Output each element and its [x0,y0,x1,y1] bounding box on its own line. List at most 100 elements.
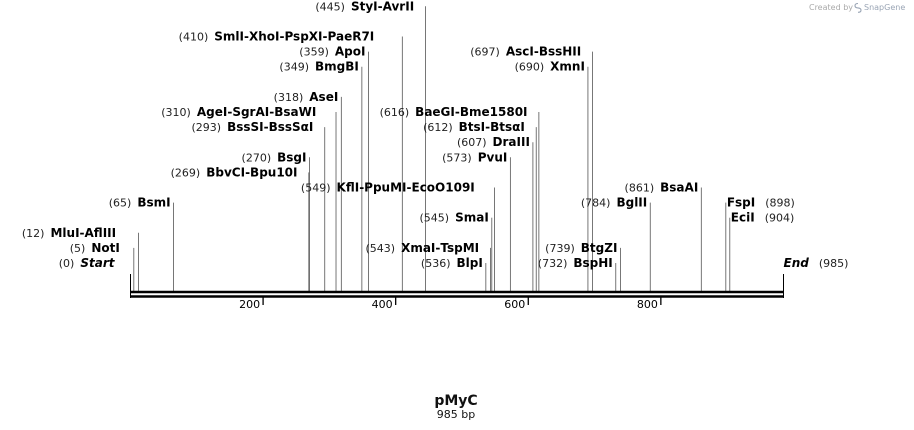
enzyme-bsphi[interactable]: BspHI [573,256,612,270]
name-separator: - [244,30,249,44]
site-label-pvui: (573) PvuI [442,150,507,164]
enzyme-afliii[interactable]: AflIII [85,226,117,240]
site-label-bbvci: (269) BbvCI - Bpu10I [171,165,298,179]
site-position: (65) [109,197,132,210]
site-position: (536) [421,257,451,270]
tick-label: 400 [372,298,393,311]
site-label-noti: (5) NotI [70,241,120,255]
enzyme-btsαi[interactable]: BtsαI [490,120,525,134]
site-position: (293) [191,121,221,134]
name-separator: - [323,30,328,44]
enzyme-bsssαi[interactable]: BssSαI [269,120,314,134]
enzyme-bsshii[interactable]: BssHII [539,45,581,59]
enzyme-bsawi[interactable]: BsaWI [274,105,316,119]
site-position: (690) [515,61,545,74]
enzyme-asei[interactable]: AseI [309,90,338,104]
enzyme-end[interactable]: End [784,256,810,270]
enzyme-pvui[interactable]: PvuI [478,150,508,164]
enzyme-bsssi[interactable]: BssSI [227,120,264,134]
site-label-bglii: (784) BglII [581,196,647,210]
site-label-fspi: FspI (898) [727,196,795,210]
tick-label: 600 [504,298,525,311]
site-label-bsmi: (65) BsmI [109,196,171,210]
enzyme-agei[interactable]: AgeI [197,105,227,119]
enzyme-ppumi[interactable]: PpuMI [364,181,406,195]
enzyme-bsgi[interactable]: BsgI [277,150,306,164]
site-label-xmni: (690) XmnI [515,60,585,74]
tick-label: 800 [637,298,658,311]
name-separator: - [378,0,383,13]
enzyme-avrii[interactable]: AvrII [383,0,415,13]
enzyme-bsaai[interactable]: BsaAI [660,181,698,195]
credit-prefix: Created by [809,3,853,12]
site-label-asci: (697) AscI - BssHII [470,45,581,59]
site-position: (0) [59,257,75,270]
site-position: (739) [545,242,575,255]
enzyme-btgzi[interactable]: BtgZI [581,241,618,255]
name-separator: - [227,105,232,119]
site-position: (898) [765,197,795,210]
site-position: (607) [457,136,487,149]
site-label-draiii: (607) DraIII [457,135,530,149]
site-label-kfli: (549) KflI - PpuMI - EcoO109I [301,181,475,195]
site-label-btsi: (612) BtsI - BtsαI [423,120,525,134]
enzyme-pspxi[interactable]: PspXI [284,30,322,44]
site-label-agei: (310) AgeI - SgrAI - BsaWI [161,105,316,119]
enzyme-ecoo109i[interactable]: EcoO109I [412,181,475,195]
enzyme-tspmi[interactable]: TspMI [440,241,479,255]
enzyme-noti[interactable]: NotI [91,241,120,255]
enzyme-baegi[interactable]: BaeGI [415,105,455,119]
enzyme-ecii[interactable]: EciI [731,211,755,225]
enzyme-bglii[interactable]: BglII [616,196,647,210]
site-label-asei: (318) AseI [274,90,339,104]
name-separator: - [407,181,412,195]
snapgene-credit: Created by SnapGene [809,2,905,13]
enzyme-bsmi[interactable]: BsmI [137,196,170,210]
site-label-bsaai: (861) BsaAI [625,181,699,195]
enzyme-bbvci[interactable]: BbvCI [206,165,245,179]
site-label-bsgi: (270) BsgI [242,150,307,164]
site-label-styi: (445) StyI - AvrII [315,0,414,13]
site-label-bmgbi: (349) BmgBI [279,60,358,74]
site-label-apoi: (359) ApoI [299,45,365,59]
enzyme-fspi[interactable]: FspI [727,196,755,210]
name-separator: - [279,30,284,44]
enzyme-blpi[interactable]: BlpI [457,256,483,270]
name-separator: - [269,105,274,119]
site-position: (985) [819,257,849,270]
site-label-smli: (410) SmlI - XhoI - PspXI - PaeR7I [179,30,375,44]
name-separator: - [455,105,460,119]
site-position: (549) [301,182,331,195]
enzyme-smai[interactable]: SmaI [455,211,489,225]
site-label-start: (0) Start [59,256,116,270]
site-position: (784) [581,197,611,210]
enzyme-styi[interactable]: StyI [351,0,378,13]
enzyme-bmgbi[interactable]: BmgBI [315,60,359,74]
enzyme-bpu10i[interactable]: Bpu10I [250,165,297,179]
enzyme-btsi[interactable]: BtsI [459,120,486,134]
name-separator: - [435,241,440,255]
site-position: (612) [423,121,453,134]
enzyme-smli[interactable]: SmlI [214,30,244,44]
site-label-smai: (545) SmaI [419,211,488,225]
snapgene-logo-icon [854,2,862,13]
enzyme-sgrai[interactable]: SgrAI [232,105,269,119]
site-position: (5) [70,242,86,255]
enzyme-paer7i[interactable]: PaeR7I [328,30,375,44]
enzyme-asci[interactable]: AscI [506,45,534,59]
enzyme-apoi[interactable]: ApoI [335,45,366,59]
enzyme-mlui[interactable]: MluI [50,226,79,240]
enzyme-draiii[interactable]: DraIII [493,135,530,149]
site-label-end: End (985) [784,256,849,270]
plasmid-name: pMyC [434,393,477,409]
enzyme-kfli[interactable]: KflI [337,181,360,195]
enzyme-xmni[interactable]: XmnI [550,60,585,74]
site-position: (359) [299,46,329,59]
enzyme-xmai[interactable]: XmaI [401,241,435,255]
enzyme-bme1580i[interactable]: Bme1580I [460,105,528,119]
site-position: (12) [22,227,45,240]
name-separator: - [264,120,269,134]
enzyme-start[interactable]: Start [80,256,115,270]
enzyme-xhoi[interactable]: XhoI [249,30,280,44]
